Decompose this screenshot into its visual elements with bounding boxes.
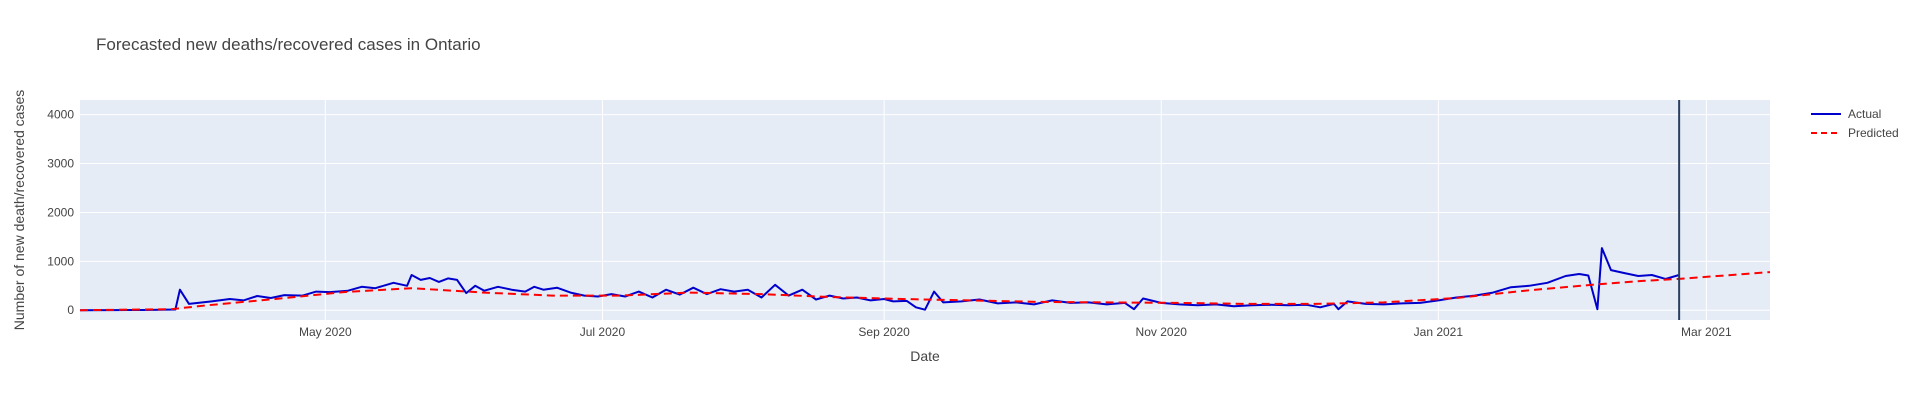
y-tick-labels: 0 1000 2000 3000 4000 [47,108,74,318]
chart-title: Forecasted new deaths/recovered cases in… [96,35,481,54]
y-tick-label: 1000 [47,254,74,268]
x-tick-label: May 2020 [299,325,352,339]
x-tick-label: Sep 2020 [858,325,910,339]
y-tick-label: 3000 [47,157,74,171]
x-axis-title: Date [910,348,940,364]
series-layer [79,247,1771,312]
x-tick-label: Mar 2021 [1681,325,1732,339]
legend-label-predicted: Predicted [1848,126,1899,140]
legend: Actual Predicted [1811,107,1899,140]
plot-area [80,100,1770,320]
x-tick-labels: May 2020 Jul 2020 Sep 2020 Nov 2020 Jan 2021… [299,325,1732,339]
y-tick-label: 4000 [47,108,74,122]
gridlines [80,100,1770,320]
x-tick-label: Nov 2020 [1136,325,1188,339]
y-tick-label: 0 [67,303,74,317]
x-tick-label: Jul 2020 [580,325,626,339]
series-line-predicted [79,271,1771,312]
y-axis-title: Number of new death/recovered cases [11,90,27,330]
y-tick-label: 2000 [47,205,74,219]
x-tick-label: Jan 2021 [1414,325,1464,339]
legend-label-actual: Actual [1848,107,1881,121]
